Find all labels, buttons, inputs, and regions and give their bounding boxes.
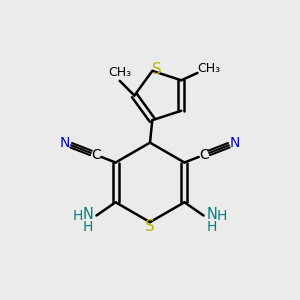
Text: N: N: [230, 136, 240, 150]
Text: N: N: [206, 206, 217, 221]
Text: CH₃: CH₃: [108, 66, 131, 79]
Text: S: S: [152, 62, 162, 77]
Text: H: H: [73, 209, 83, 223]
Text: CH₃: CH₃: [197, 62, 220, 75]
Text: N: N: [60, 136, 70, 150]
Text: H: H: [207, 220, 217, 234]
Text: S: S: [145, 219, 155, 234]
Text: C: C: [199, 148, 208, 162]
Text: H: H: [83, 220, 93, 234]
Text: H: H: [217, 209, 227, 223]
Text: N: N: [83, 206, 94, 221]
Text: C: C: [92, 148, 101, 162]
